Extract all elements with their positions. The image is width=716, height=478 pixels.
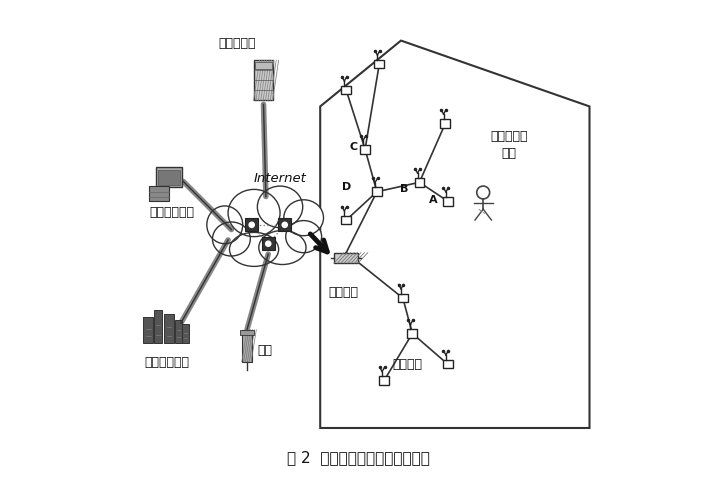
Ellipse shape <box>286 220 321 253</box>
FancyBboxPatch shape <box>342 86 351 95</box>
Text: 监护服务器: 监护服务器 <box>219 37 256 50</box>
FancyBboxPatch shape <box>443 197 453 206</box>
FancyBboxPatch shape <box>175 320 183 343</box>
Text: 图 2  远程家庭监护系统体系结构: 图 2 远程家庭监护系统体系结构 <box>286 450 430 465</box>
FancyBboxPatch shape <box>398 294 408 303</box>
Text: 无线节点: 无线节点 <box>392 358 422 371</box>
FancyBboxPatch shape <box>242 330 252 362</box>
Ellipse shape <box>230 232 279 266</box>
FancyBboxPatch shape <box>374 60 384 68</box>
FancyBboxPatch shape <box>440 119 450 128</box>
FancyBboxPatch shape <box>407 329 417 338</box>
FancyBboxPatch shape <box>334 253 359 263</box>
FancyBboxPatch shape <box>245 218 258 231</box>
Ellipse shape <box>258 230 306 264</box>
Text: 无线网关: 无线网关 <box>329 286 359 299</box>
FancyBboxPatch shape <box>278 218 291 231</box>
FancyBboxPatch shape <box>379 377 389 385</box>
Text: A: A <box>429 195 437 205</box>
FancyBboxPatch shape <box>183 324 189 343</box>
FancyBboxPatch shape <box>164 314 174 343</box>
Text: D: D <box>342 182 351 192</box>
Text: 医生: 医生 <box>257 344 272 357</box>
FancyBboxPatch shape <box>342 216 351 224</box>
Circle shape <box>281 221 288 228</box>
Text: 脉搏传感器
节点: 脉搏传感器 节点 <box>490 130 528 160</box>
FancyBboxPatch shape <box>240 330 254 336</box>
FancyBboxPatch shape <box>253 60 274 100</box>
Text: B: B <box>400 184 408 194</box>
FancyBboxPatch shape <box>443 360 453 369</box>
Text: 被监护者亲属: 被监护者亲属 <box>149 206 194 219</box>
Ellipse shape <box>284 200 324 236</box>
FancyBboxPatch shape <box>158 171 180 185</box>
Ellipse shape <box>257 186 303 228</box>
FancyBboxPatch shape <box>415 178 425 186</box>
FancyBboxPatch shape <box>149 186 169 201</box>
FancyBboxPatch shape <box>372 187 382 196</box>
Ellipse shape <box>228 189 280 237</box>
FancyBboxPatch shape <box>154 310 163 343</box>
FancyBboxPatch shape <box>156 167 182 187</box>
Ellipse shape <box>213 222 251 256</box>
Circle shape <box>265 240 271 247</box>
FancyBboxPatch shape <box>255 62 272 69</box>
Ellipse shape <box>207 206 243 244</box>
Circle shape <box>248 221 255 228</box>
FancyBboxPatch shape <box>261 237 275 250</box>
FancyBboxPatch shape <box>360 145 370 153</box>
FancyBboxPatch shape <box>143 317 153 343</box>
Text: C: C <box>350 142 358 152</box>
Text: 医院监护中心: 医院监护中心 <box>144 356 189 369</box>
Text: Internet: Internet <box>254 172 307 185</box>
